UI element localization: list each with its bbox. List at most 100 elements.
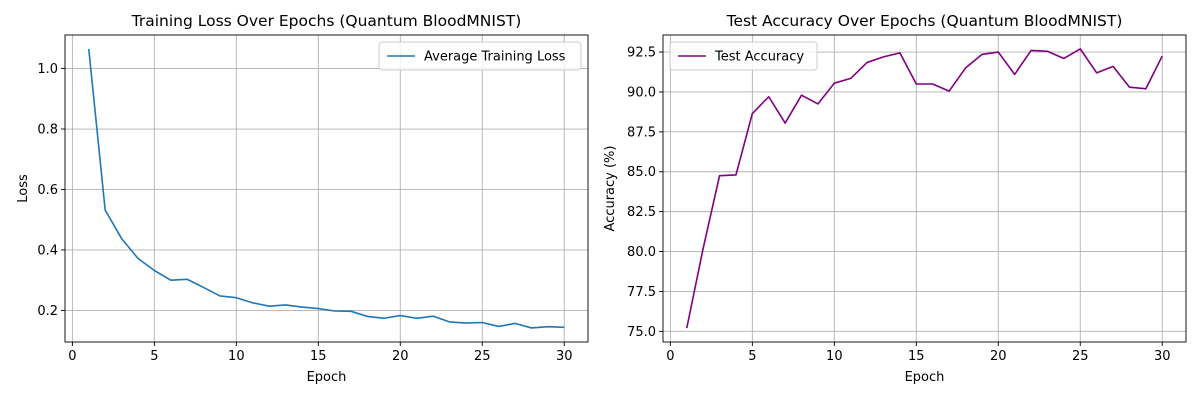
data-point bbox=[1030, 50, 1032, 52]
data-point bbox=[498, 326, 500, 328]
data-point bbox=[1096, 72, 1098, 74]
test-accuracy-chart: 0 5 10 15 20 25 30 75.0 77.5 80.0 82.5 85.0 87.5 90.0… bbox=[603, 12, 1187, 385]
x-tick-label: 30 bbox=[556, 349, 573, 364]
data-point bbox=[301, 306, 303, 308]
data-point bbox=[686, 327, 688, 329]
data-point bbox=[137, 258, 139, 260]
data-point bbox=[784, 122, 786, 124]
data-point bbox=[481, 322, 483, 324]
x-tick-label: 10 bbox=[228, 349, 245, 364]
data-point bbox=[334, 310, 336, 312]
series-line bbox=[87, 48, 565, 329]
y-tick-label: 1.0 bbox=[37, 62, 58, 77]
data-point bbox=[104, 209, 106, 211]
x-tick-label: 10 bbox=[826, 349, 843, 364]
series-line bbox=[685, 48, 1163, 329]
data-point bbox=[399, 315, 401, 317]
data-point bbox=[252, 302, 254, 304]
data-point bbox=[965, 67, 967, 69]
training-loss-chart: 0 5 10 15 20 25 30 0.2 0.4 0.6 0.8 1.0 Training Loss… bbox=[16, 12, 589, 385]
x-axis-label: Epoch bbox=[307, 370, 347, 385]
legend-label: Average Training Loss bbox=[424, 50, 566, 65]
data-point bbox=[465, 322, 467, 324]
data-point bbox=[1112, 66, 1114, 68]
y-tick-label: 82.5 bbox=[627, 205, 656, 220]
data-point bbox=[350, 311, 352, 313]
data-point bbox=[768, 96, 770, 98]
data-point bbox=[88, 48, 90, 50]
y-tick-label: 85.0 bbox=[627, 165, 656, 180]
x-tick-label: 5 bbox=[150, 349, 158, 364]
data-point bbox=[186, 278, 188, 280]
chart-title: Test Accuracy Over Epochs (Quantum Blood… bbox=[726, 12, 1123, 30]
data-point bbox=[285, 304, 287, 306]
x-tick-label: 15 bbox=[310, 349, 327, 364]
x-tick-label: 30 bbox=[1154, 349, 1171, 364]
y-axis-label: Accuracy (%) bbox=[603, 146, 618, 232]
y-tick-label: 92.5 bbox=[627, 46, 656, 61]
data-point bbox=[531, 327, 533, 329]
x-tick-label: 20 bbox=[990, 349, 1007, 364]
legend-label: Test Accuracy bbox=[714, 50, 804, 65]
y-tick-label: 0.8 bbox=[37, 123, 58, 138]
data-point bbox=[547, 326, 549, 328]
data-point bbox=[866, 62, 868, 64]
y-tick-label: 0.2 bbox=[37, 304, 58, 319]
data-point bbox=[997, 51, 999, 53]
data-point bbox=[563, 327, 565, 329]
x-tick-label: 5 bbox=[748, 349, 756, 364]
data-point bbox=[1014, 74, 1016, 76]
data-point bbox=[432, 315, 434, 317]
x-tick-label: 0 bbox=[68, 349, 76, 364]
data-point bbox=[948, 90, 950, 92]
data-point bbox=[932, 83, 934, 85]
y-tick-label: 87.5 bbox=[627, 125, 656, 140]
y-tick-label: 77.5 bbox=[627, 285, 656, 300]
data-point bbox=[1079, 48, 1081, 50]
data-point bbox=[416, 317, 418, 319]
data-point bbox=[1145, 88, 1147, 90]
data-point bbox=[449, 321, 451, 323]
y-tick-label: 80.0 bbox=[627, 245, 656, 260]
data-point bbox=[203, 287, 205, 289]
data-point bbox=[318, 308, 320, 310]
legend-box bbox=[669, 41, 818, 71]
data-point bbox=[817, 103, 819, 105]
data-point bbox=[236, 297, 238, 299]
y-tick-label: 0.6 bbox=[37, 183, 58, 198]
x-tick-label: 15 bbox=[908, 349, 925, 364]
x-tick-label: 20 bbox=[392, 349, 409, 364]
x-axis-label: Epoch bbox=[905, 370, 945, 385]
data-point bbox=[514, 323, 516, 325]
data-point bbox=[1161, 55, 1163, 57]
data-point bbox=[367, 316, 369, 318]
data-point bbox=[170, 279, 172, 281]
data-point bbox=[1063, 58, 1065, 60]
data-point bbox=[883, 56, 885, 58]
legend-box bbox=[378, 41, 582, 71]
data-point bbox=[719, 175, 721, 177]
data-point bbox=[735, 174, 737, 176]
data-point bbox=[121, 238, 123, 240]
data-point bbox=[981, 54, 983, 56]
data-point bbox=[154, 270, 156, 272]
chart-title: Training Loss Over Epochs (Quantum Blood… bbox=[131, 12, 522, 30]
y-tick-label: 75.0 bbox=[627, 325, 656, 340]
y-tick-label: 90.0 bbox=[627, 85, 656, 100]
y-tick-label: 0.4 bbox=[37, 243, 58, 258]
y-axis-label: Loss bbox=[16, 174, 31, 203]
x-tick-label: 0 bbox=[666, 349, 674, 364]
data-point bbox=[916, 83, 918, 85]
plot-frame bbox=[662, 34, 1187, 343]
data-point bbox=[850, 78, 852, 80]
data-point bbox=[834, 82, 836, 84]
data-point bbox=[383, 317, 385, 319]
data-point bbox=[752, 113, 754, 115]
data-point bbox=[268, 305, 270, 307]
x-tick-label: 25 bbox=[1072, 349, 1089, 364]
x-tick-label: 25 bbox=[474, 349, 491, 364]
data-point bbox=[1129, 86, 1131, 88]
data-point bbox=[702, 248, 704, 250]
data-point bbox=[899, 52, 901, 54]
